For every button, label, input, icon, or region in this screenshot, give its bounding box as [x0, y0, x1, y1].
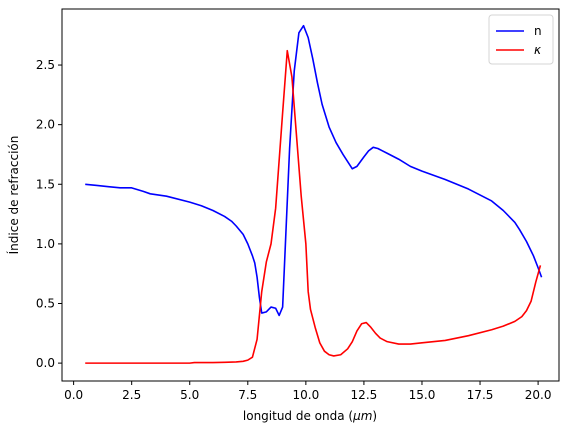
y-axis-label: Índice de refracción	[6, 136, 21, 255]
legend-label-kappa: κ	[534, 43, 542, 57]
y-tick-label: 0.0	[36, 356, 55, 370]
y-tick-label: 0.5	[36, 297, 55, 311]
x-tick-label: 0.0	[64, 388, 83, 402]
y-tick-label: 1.0	[36, 237, 55, 251]
x-tick-label: 12.5	[351, 388, 378, 402]
legend-box	[488, 14, 554, 65]
x-axis-label: longitud de onda (μm)	[243, 409, 377, 423]
series-layer	[85, 24, 543, 364]
x-axis-label-unit: μm	[352, 409, 372, 423]
y-tick-label: 2.0	[36, 118, 55, 132]
x-tick-label: 2.5	[122, 388, 141, 402]
series-line-n	[85, 24, 543, 317]
x-axis-label-close: )	[372, 409, 377, 423]
legend: n κ	[488, 14, 554, 65]
y-axis-ticks: 0.0 0.5 1.0 1.5 2.0 2.5	[36, 58, 62, 370]
x-tick-label: 20.0	[525, 388, 552, 402]
x-tick-label: 17.5	[467, 388, 494, 402]
y-tick-label: 1.5	[36, 177, 55, 191]
plot-frame	[61, 8, 560, 382]
x-tick-label: 15.0	[409, 388, 436, 402]
series-line-kappa	[85, 49, 542, 364]
x-axis-label-text: longitud de onda (	[243, 409, 353, 423]
x-tick-label: 5.0	[180, 388, 199, 402]
y-tick-label: 2.5	[36, 58, 55, 72]
x-axis-ticks: 0.0 2.5 5.0 7.5 10.0 12.5 15.0 17.5 20.0	[64, 381, 551, 402]
legend-label-n: n	[534, 24, 542, 38]
x-tick-label: 10.0	[292, 388, 319, 402]
x-tick-label: 7.5	[238, 388, 257, 402]
